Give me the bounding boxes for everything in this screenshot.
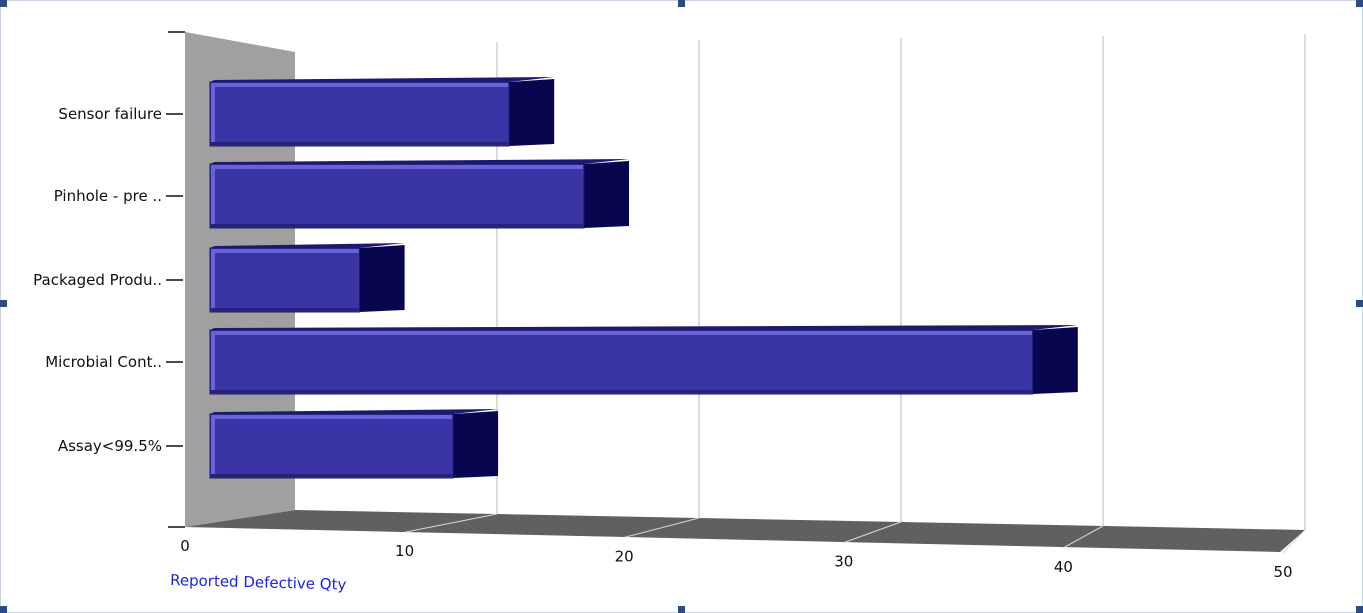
floor-gridline xyxy=(1282,529,1306,554)
x-tick-label: 0 xyxy=(180,537,190,555)
bar[interactable] xyxy=(209,243,405,313)
bar-highlight xyxy=(211,249,359,253)
bar-side-face xyxy=(584,161,629,228)
resize-handle-bottom-left[interactable] xyxy=(0,606,7,613)
bar-shadow xyxy=(211,224,583,227)
bar-highlight xyxy=(211,249,215,311)
bar-side-face xyxy=(453,411,499,478)
x-tick-label: 50 xyxy=(1273,563,1292,581)
resize-handle-middle-left[interactable] xyxy=(0,300,7,307)
bar-highlight xyxy=(211,331,215,393)
bar-front-face xyxy=(209,247,361,313)
bar-highlight xyxy=(211,165,583,169)
bar-top-face xyxy=(210,409,499,414)
bar-shadow xyxy=(211,142,509,145)
bar-highlight xyxy=(211,331,1032,335)
resize-handle-top-left[interactable] xyxy=(0,0,7,7)
chart-floor xyxy=(185,510,1305,552)
floor-gridline xyxy=(624,517,700,538)
category-label: Pinhole - pre .. xyxy=(54,187,162,205)
gridlines-layer xyxy=(168,31,1306,530)
bar-side-face xyxy=(509,79,555,146)
bar-highlight xyxy=(211,165,215,227)
bar-side-face xyxy=(359,245,405,312)
resize-handle-bottom-center[interactable] xyxy=(678,606,685,613)
bar-front-face xyxy=(209,329,1034,395)
bar-front-face xyxy=(209,413,454,479)
bar[interactable] xyxy=(209,77,555,147)
bar-highlight xyxy=(211,415,215,477)
bar-top-face xyxy=(210,325,1078,330)
bar-top-face xyxy=(210,159,629,164)
chart-floor-layer xyxy=(185,510,1306,554)
bar-side-face xyxy=(1032,327,1078,394)
resize-handle-bottom-right[interactable] xyxy=(1356,606,1363,613)
bar-shadow xyxy=(211,474,453,477)
x-tick-label: 30 xyxy=(834,553,853,571)
bar-shadow xyxy=(211,390,1032,393)
bar[interactable] xyxy=(209,409,499,479)
category-label: Assay<99.5% xyxy=(58,437,162,455)
bar-front-face xyxy=(209,163,585,229)
bar-shadow xyxy=(211,308,359,311)
x-tick-labels-layer: 0 10 20 30 40 50 xyxy=(180,537,1292,581)
resize-handle-middle-right[interactable] xyxy=(1356,300,1363,307)
bar-highlight xyxy=(211,415,453,419)
category-labels-layer: Sensor failure Pinhole - pre .. Packaged P… xyxy=(33,105,183,455)
category-label: Microbial Cont.. xyxy=(45,353,162,371)
resize-handle-top-right[interactable] xyxy=(1356,0,1363,7)
bar[interactable] xyxy=(209,325,1078,395)
floor-gridline xyxy=(404,513,498,533)
bar[interactable] xyxy=(209,159,629,229)
resize-handle-top-center[interactable] xyxy=(678,0,685,7)
bar-highlight xyxy=(211,83,509,87)
floor-gridline xyxy=(1063,525,1104,549)
bar-top-face xyxy=(210,77,555,82)
x-tick-label: 10 xyxy=(395,542,414,560)
category-label: Sensor failure xyxy=(58,105,162,123)
floor-gridline xyxy=(843,521,902,544)
bar-top-face xyxy=(210,243,405,248)
x-axis-title: Reported Defective Qty xyxy=(170,571,347,594)
x-tick-label: 20 xyxy=(615,547,634,565)
x-tick-label: 40 xyxy=(1054,558,1073,576)
bars-layer xyxy=(209,77,1078,479)
bar-front-face xyxy=(209,81,510,147)
bar-highlight xyxy=(211,83,215,145)
category-label: Packaged Produ.. xyxy=(33,271,162,289)
